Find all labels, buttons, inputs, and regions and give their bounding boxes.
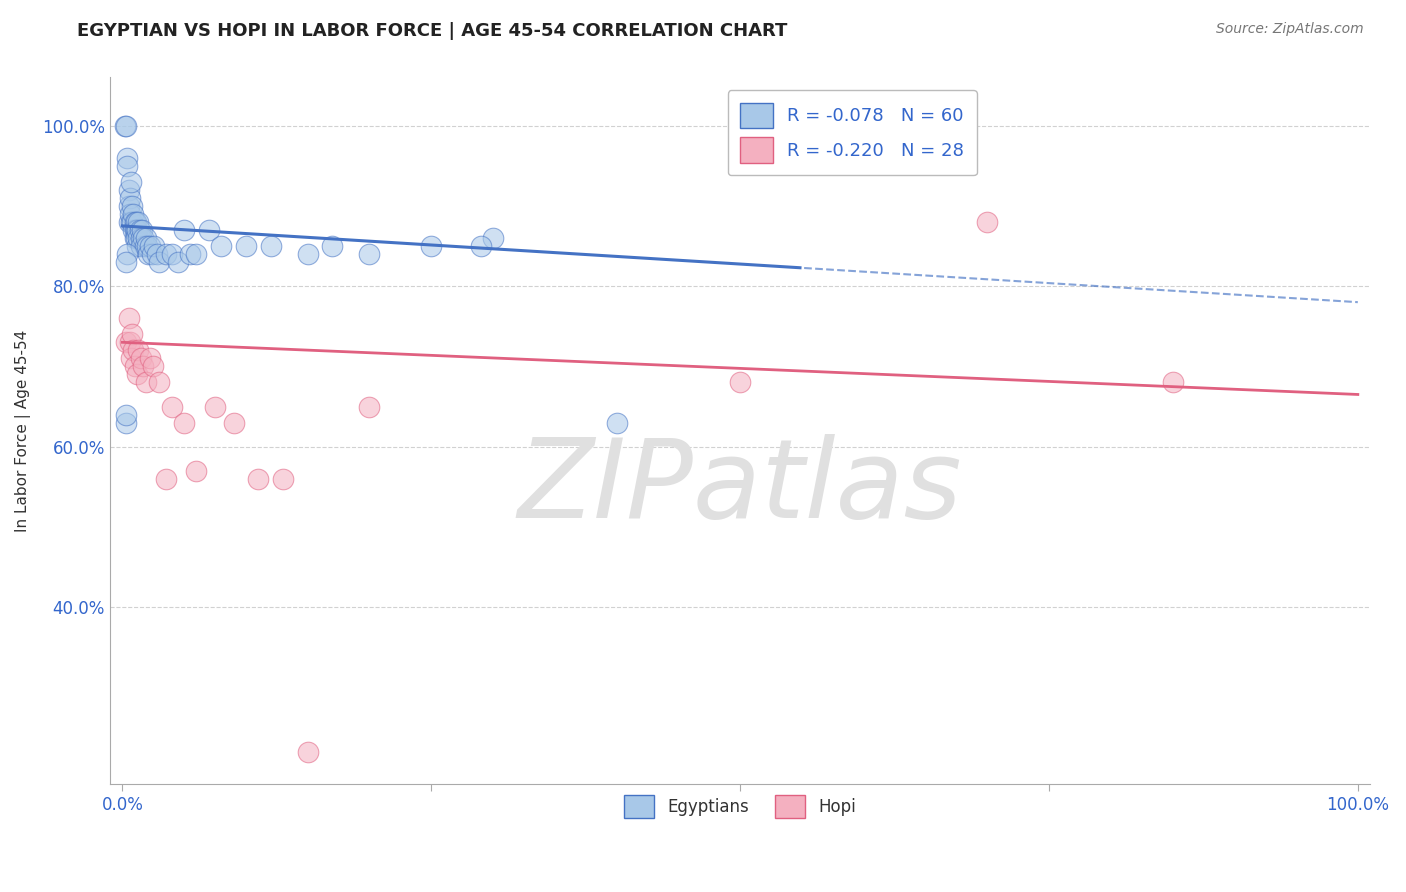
Point bbox=[129, 231, 152, 245]
Point bbox=[121, 215, 143, 229]
Point bbox=[117, 311, 139, 326]
Point bbox=[728, 376, 751, 390]
Point bbox=[359, 400, 381, 414]
Point bbox=[605, 416, 627, 430]
Point bbox=[297, 247, 319, 261]
Point bbox=[198, 223, 221, 237]
Point bbox=[131, 223, 153, 237]
Point bbox=[204, 400, 226, 414]
Point bbox=[470, 239, 492, 253]
Point bbox=[209, 239, 232, 253]
Point bbox=[420, 239, 443, 253]
Point bbox=[120, 215, 142, 229]
Point bbox=[173, 416, 195, 430]
Point bbox=[118, 191, 141, 205]
Point bbox=[135, 376, 157, 390]
Point bbox=[125, 215, 148, 229]
Point bbox=[118, 207, 141, 221]
Point bbox=[115, 335, 138, 350]
Point bbox=[167, 255, 190, 269]
Point bbox=[138, 239, 160, 253]
Point bbox=[482, 231, 505, 245]
Point bbox=[122, 207, 145, 221]
Point bbox=[160, 400, 183, 414]
Point bbox=[143, 239, 166, 253]
Point bbox=[129, 239, 152, 253]
Point bbox=[134, 239, 156, 253]
Point bbox=[122, 223, 145, 237]
Point bbox=[148, 255, 170, 269]
Point bbox=[138, 351, 160, 366]
Text: ZIPatlas: ZIPatlas bbox=[517, 434, 962, 541]
Point bbox=[132, 359, 155, 374]
Point bbox=[124, 359, 146, 374]
Point bbox=[359, 247, 381, 261]
Point bbox=[173, 223, 195, 237]
Point bbox=[124, 223, 146, 237]
Point bbox=[297, 745, 319, 759]
Point bbox=[127, 368, 149, 382]
Point bbox=[136, 247, 159, 261]
Point bbox=[186, 464, 208, 478]
Y-axis label: In Labor Force | Age 45-54: In Labor Force | Age 45-54 bbox=[15, 329, 31, 532]
Text: EGYPTIAN VS HOPI IN LABOR FORCE | AGE 45-54 CORRELATION CHART: EGYPTIAN VS HOPI IN LABOR FORCE | AGE 45… bbox=[77, 22, 787, 40]
Point bbox=[127, 343, 149, 358]
Point bbox=[135, 231, 157, 245]
Point bbox=[247, 472, 270, 486]
Point bbox=[117, 215, 139, 229]
Point bbox=[118, 335, 141, 350]
Point bbox=[132, 231, 155, 245]
Point bbox=[117, 151, 139, 165]
Point bbox=[117, 183, 139, 197]
Point bbox=[125, 231, 148, 245]
Point bbox=[120, 351, 142, 366]
Point bbox=[222, 416, 245, 430]
Point bbox=[115, 119, 138, 133]
Point bbox=[179, 247, 201, 261]
Point bbox=[127, 215, 149, 229]
Point bbox=[259, 239, 281, 253]
Point bbox=[155, 247, 177, 261]
Point bbox=[128, 223, 150, 237]
Point bbox=[976, 215, 998, 229]
Point bbox=[127, 239, 149, 253]
Point bbox=[146, 247, 169, 261]
Point bbox=[124, 215, 146, 229]
Point bbox=[121, 199, 143, 213]
Point bbox=[115, 255, 138, 269]
Point bbox=[125, 223, 148, 237]
Legend: Egyptians, Hopi: Egyptians, Hopi bbox=[617, 788, 862, 825]
Point bbox=[117, 199, 139, 213]
Point bbox=[122, 343, 145, 358]
Point bbox=[121, 327, 143, 342]
Point bbox=[148, 376, 170, 390]
Point bbox=[136, 239, 159, 253]
Point bbox=[155, 472, 177, 486]
Point bbox=[117, 159, 139, 173]
Point bbox=[129, 351, 152, 366]
Point bbox=[1161, 376, 1184, 390]
Point bbox=[235, 239, 257, 253]
Point bbox=[141, 247, 163, 261]
Point bbox=[160, 247, 183, 261]
Point bbox=[186, 247, 208, 261]
Point bbox=[114, 119, 136, 133]
Point bbox=[127, 231, 149, 245]
Point bbox=[321, 239, 343, 253]
Point bbox=[124, 231, 146, 245]
Point bbox=[127, 223, 149, 237]
Point bbox=[117, 247, 139, 261]
Point bbox=[142, 359, 165, 374]
Point bbox=[115, 416, 138, 430]
Point bbox=[120, 175, 142, 189]
Text: Source: ZipAtlas.com: Source: ZipAtlas.com bbox=[1216, 22, 1364, 37]
Point bbox=[115, 408, 138, 422]
Point bbox=[271, 472, 294, 486]
